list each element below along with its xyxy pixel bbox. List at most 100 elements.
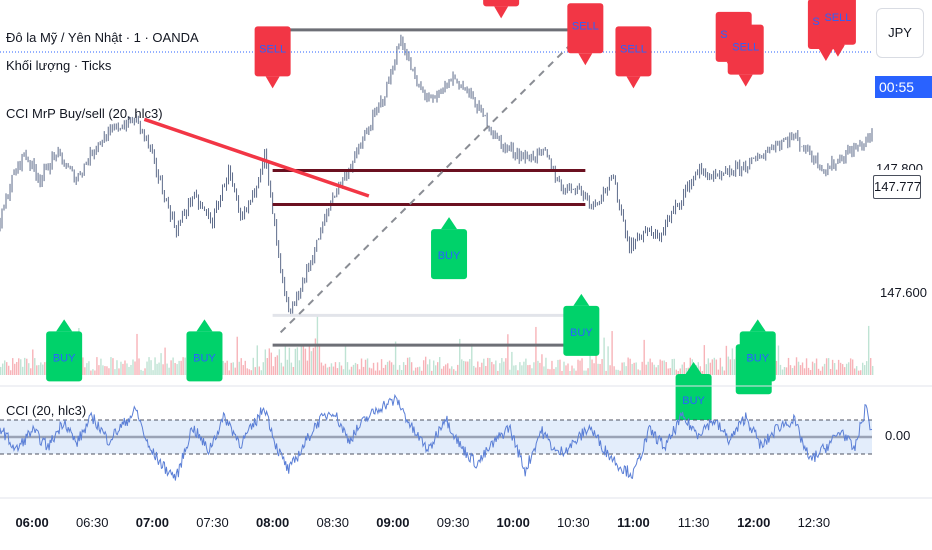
symbol-legend[interactable]: Đô la Mỹ / Yên Nhật · 1 · OANDA bbox=[6, 30, 199, 45]
volume-bar bbox=[449, 368, 451, 375]
volume-bar bbox=[675, 369, 677, 375]
volume-bar bbox=[683, 362, 685, 375]
sell-signal: SELL bbox=[483, 0, 520, 19]
volume-bar bbox=[388, 360, 391, 375]
volume-bar bbox=[471, 343, 473, 375]
volume-bar bbox=[729, 359, 732, 375]
volume-bar bbox=[224, 362, 226, 375]
volume-bar bbox=[725, 345, 728, 375]
volume-bar bbox=[595, 349, 597, 375]
volume-bar bbox=[831, 359, 834, 375]
volume-bar bbox=[579, 360, 581, 375]
volume-bar bbox=[44, 362, 46, 375]
volume-bar bbox=[360, 358, 363, 375]
volume-bar bbox=[108, 368, 110, 375]
volume-bar bbox=[418, 366, 421, 375]
volume-bar bbox=[605, 370, 607, 375]
time-tick-label: 11:30 bbox=[678, 515, 710, 530]
volume-bar bbox=[555, 367, 557, 375]
volume-bar bbox=[705, 364, 708, 375]
volume-bar bbox=[867, 325, 870, 375]
volume-bar bbox=[521, 365, 523, 375]
volume-bar bbox=[733, 359, 736, 375]
currency-button[interactable]: JPY bbox=[876, 8, 924, 58]
volume-bar bbox=[599, 363, 601, 375]
sell-arrow bbox=[818, 49, 833, 62]
volume-bar bbox=[811, 361, 814, 375]
volume-bar bbox=[170, 360, 172, 375]
volume-bar bbox=[713, 357, 716, 375]
buy-label-box bbox=[431, 229, 468, 280]
volume-bar bbox=[8, 365, 10, 375]
volume-bar bbox=[414, 367, 417, 375]
volume-bar bbox=[671, 359, 673, 375]
volume-bar bbox=[679, 368, 681, 375]
volume-bar bbox=[561, 370, 563, 375]
volume-bar bbox=[14, 363, 16, 375]
volume-bar bbox=[20, 359, 22, 375]
buy-text: BUY bbox=[53, 352, 76, 364]
volume-legend[interactable]: Khối lượng · Ticks bbox=[6, 58, 112, 73]
volume-bar bbox=[142, 370, 144, 375]
volume-bar bbox=[499, 363, 501, 375]
volume-bar bbox=[689, 357, 691, 375]
cci-line bbox=[0, 393, 873, 481]
volume-bar bbox=[252, 357, 254, 375]
volume-bar bbox=[390, 362, 393, 375]
volume-bar bbox=[308, 346, 311, 375]
volume-bar bbox=[563, 361, 565, 375]
volume-bar bbox=[777, 345, 780, 375]
volume-bar bbox=[837, 359, 840, 375]
volume-bar bbox=[869, 358, 872, 375]
volume-bar bbox=[116, 360, 118, 375]
volume-bar bbox=[158, 362, 160, 375]
partial-price-label: 147.800 bbox=[876, 161, 923, 170]
volume-bar bbox=[785, 367, 788, 375]
volume-bar bbox=[320, 362, 323, 375]
volume-bar bbox=[475, 367, 477, 375]
volume-bar bbox=[424, 356, 427, 375]
volume-bar bbox=[473, 365, 475, 375]
volume-bar bbox=[312, 347, 315, 375]
volume-bar bbox=[332, 366, 335, 375]
volume-bar bbox=[150, 360, 152, 375]
volume-bar bbox=[278, 349, 281, 375]
volume-bar bbox=[557, 359, 559, 375]
volume-bar bbox=[24, 357, 26, 375]
volume-bar bbox=[507, 334, 509, 375]
volume-bar bbox=[801, 362, 804, 375]
time-tick-label: 11:00 bbox=[617, 515, 650, 530]
volume-bar bbox=[412, 370, 415, 375]
time-tick-label: 07:00 bbox=[136, 515, 169, 530]
volume-bar bbox=[362, 366, 365, 375]
volume-bar bbox=[615, 369, 617, 375]
volume-bar bbox=[340, 365, 343, 375]
buy-signal: BUY bbox=[431, 217, 468, 280]
volume-bar bbox=[422, 360, 425, 375]
volume-bar bbox=[497, 370, 499, 375]
volume-bar bbox=[276, 355, 279, 375]
volume-bar bbox=[463, 360, 465, 375]
time-tick-label: 10:00 bbox=[497, 515, 530, 530]
volume-bar bbox=[855, 366, 858, 375]
volume-bar bbox=[649, 358, 651, 375]
volume-bar bbox=[617, 369, 619, 375]
volume-bar bbox=[266, 358, 269, 375]
volume-bar bbox=[445, 364, 447, 375]
cci-zero-label: 0.00 bbox=[885, 428, 911, 443]
sell-arrow bbox=[494, 6, 509, 19]
volume-bar bbox=[825, 358, 828, 375]
indicator-legend[interactable]: CCI MrP Buy/sell (20, hlc3) bbox=[6, 106, 163, 121]
volume-bar bbox=[779, 364, 782, 375]
volume-bar bbox=[541, 354, 543, 375]
volume-bar bbox=[781, 369, 784, 375]
cci-legend[interactable]: CCI (20, hlc3) bbox=[6, 403, 87, 418]
volume-bar bbox=[126, 363, 128, 375]
volume-bar bbox=[535, 326, 537, 375]
volume-bar bbox=[226, 360, 228, 375]
volume-bar bbox=[296, 347, 299, 375]
volume-bar bbox=[545, 357, 547, 375]
sell-signal: SELL bbox=[727, 24, 764, 87]
